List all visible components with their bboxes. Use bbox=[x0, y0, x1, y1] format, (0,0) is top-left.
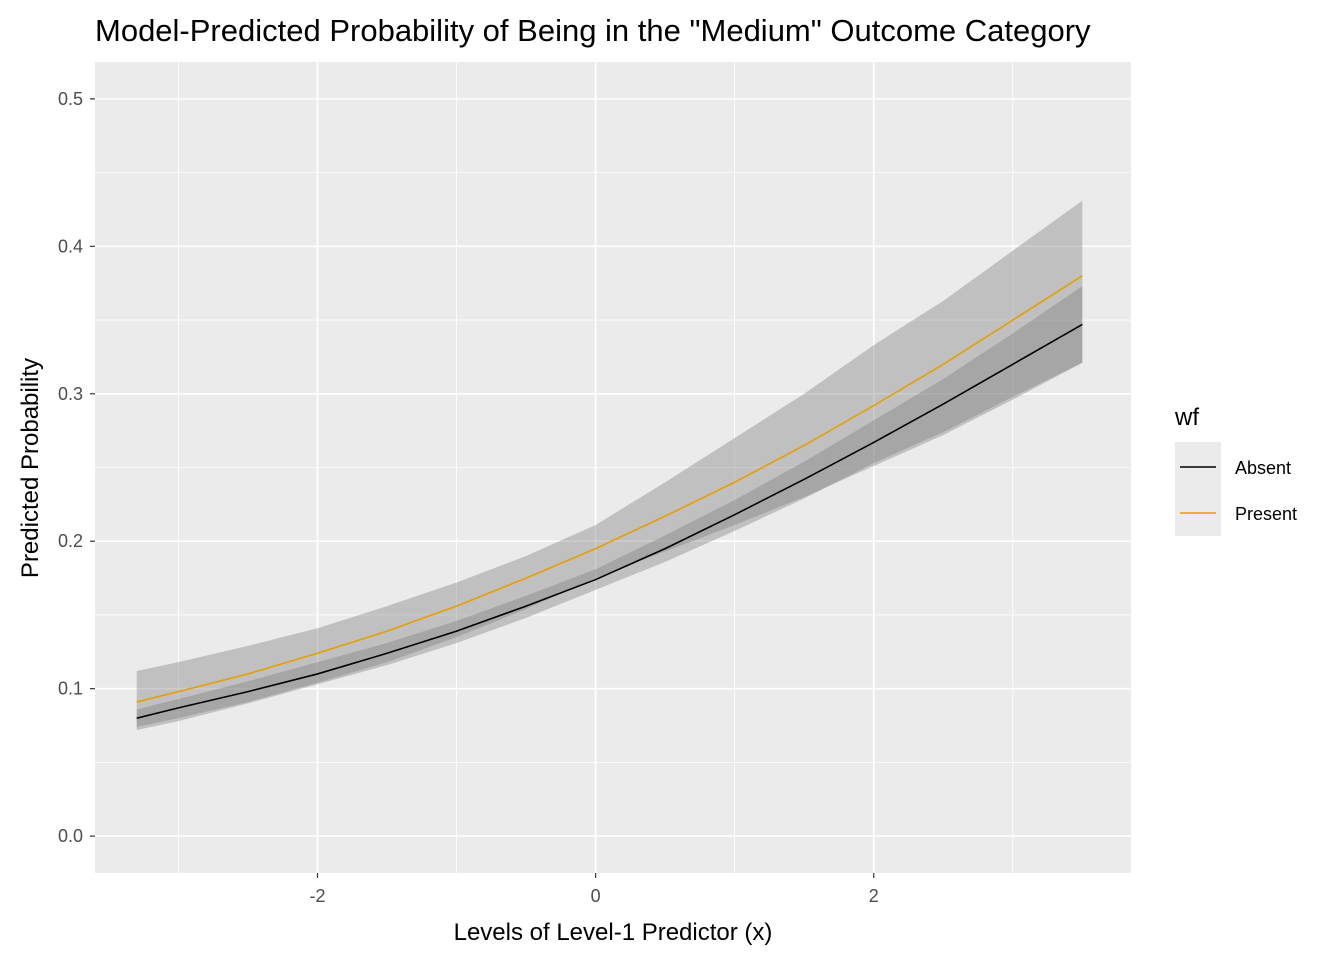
y-tick-label: 0.3 bbox=[58, 384, 83, 404]
y-tick-label: 0.4 bbox=[58, 236, 83, 256]
x-axis-title: Levels of Level-1 Predictor (x) bbox=[454, 919, 773, 946]
x-axis-ticks: -2 0 2 bbox=[309, 873, 879, 906]
legend: wf Absent Present bbox=[1174, 404, 1297, 536]
x-tick-label: 2 bbox=[869, 886, 879, 906]
series-lines bbox=[136, 275, 1083, 719]
legend-label-present: Present bbox=[1235, 504, 1297, 524]
legend-label-absent: Absent bbox=[1235, 458, 1291, 478]
y-axis-ticks: 0.0 0.1 0.2 0.3 0.4 0.5 bbox=[58, 89, 95, 846]
y-tick-label: 0.2 bbox=[58, 531, 83, 551]
confidence-ribbons bbox=[136, 200, 1083, 730]
y-axis-title: Predicted Probability bbox=[17, 358, 44, 578]
y-tick-label: 0.5 bbox=[58, 89, 83, 109]
ribbon-absent bbox=[136, 286, 1083, 730]
line-present bbox=[136, 275, 1083, 703]
chart-title: Model-Predicted Probability of Being in … bbox=[95, 13, 1091, 48]
grid-minor bbox=[95, 62, 1131, 873]
line-absent bbox=[136, 323, 1083, 719]
y-tick-label: 0.1 bbox=[58, 679, 83, 699]
legend-title: wf bbox=[1174, 404, 1199, 431]
x-tick-label: 0 bbox=[591, 886, 601, 906]
ribbon-present bbox=[136, 200, 1083, 728]
y-tick-label: 0.0 bbox=[58, 826, 83, 846]
x-tick-label: -2 bbox=[309, 886, 325, 906]
legend-key-background bbox=[1175, 442, 1221, 536]
